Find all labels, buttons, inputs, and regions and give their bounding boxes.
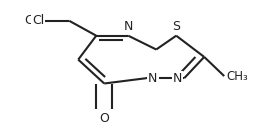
Text: Cl: Cl <box>32 14 44 27</box>
Text: N: N <box>124 20 133 33</box>
Text: O: O <box>99 112 109 125</box>
Text: Cl: Cl <box>24 14 36 27</box>
Text: S: S <box>172 20 180 33</box>
Text: N: N <box>148 72 158 85</box>
Text: CH₃: CH₃ <box>226 70 248 83</box>
Text: N: N <box>173 72 182 85</box>
